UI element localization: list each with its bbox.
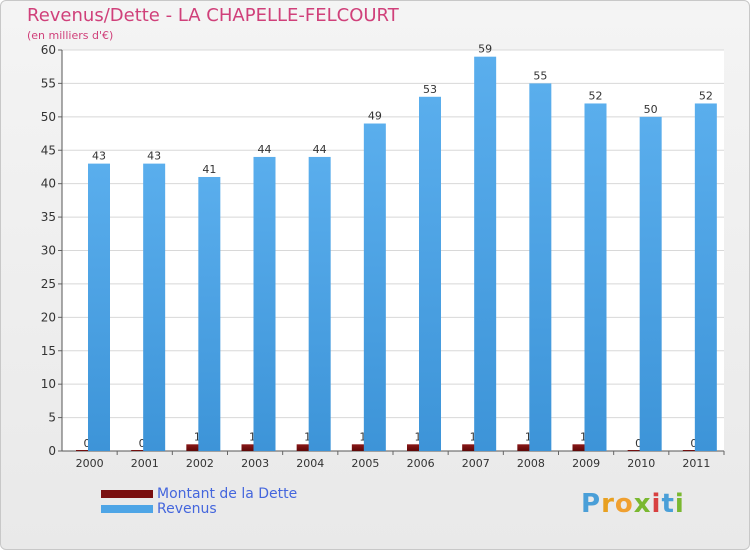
y-tick-label: 50: [41, 110, 56, 124]
y-tick-label: 60: [41, 43, 56, 57]
y-tick-label: 45: [41, 143, 56, 157]
bar-revenue: [584, 103, 607, 451]
bar-revenue: [88, 163, 110, 451]
data-label-revenue: 41: [202, 163, 216, 176]
y-tick-label: 0: [48, 444, 56, 458]
x-tick-label: 2000: [76, 457, 104, 470]
bar-debt: [131, 450, 154, 451]
bar-revenue: [143, 163, 166, 451]
y-tick-label: 25: [41, 277, 56, 291]
y-tick-label: 35: [41, 210, 56, 224]
logo-letter: i: [651, 489, 662, 519]
data-label-revenue: 55: [533, 69, 547, 82]
data-label-debt: 1: [304, 430, 311, 443]
data-label-revenue: 43: [92, 150, 106, 163]
logo-letter: x: [633, 489, 652, 519]
x-tick-label: 2002: [186, 457, 214, 470]
bar-revenue: [529, 83, 552, 452]
data-label-debt: 1: [359, 430, 366, 443]
bar-debt: [186, 444, 209, 451]
data-label-debt: 1: [470, 430, 477, 443]
chart-title: Revenus/Dette - LA CHAPELLE-FELCOURT: [27, 5, 399, 26]
x-tick-label: 2009: [572, 457, 600, 470]
data-label-debt: 1: [249, 430, 256, 443]
chart-subtitle: (en milliers d'€): [27, 29, 114, 42]
bar-revenue: [474, 56, 497, 451]
bar-debt: [296, 444, 319, 451]
logo-letter: o: [614, 489, 634, 519]
data-label-debt: 1: [580, 430, 587, 443]
bar-debt: [682, 450, 705, 451]
x-tick-label: 2010: [627, 457, 655, 470]
data-label-revenue: 44: [258, 143, 272, 156]
data-label-revenue: 43: [147, 150, 161, 163]
data-label-debt: 0: [690, 437, 697, 450]
legend-swatch-debt: [101, 489, 153, 498]
logo-letter: P: [581, 489, 602, 519]
x-tick-label: 2005: [351, 457, 379, 470]
x-tick-label: 2006: [407, 457, 435, 470]
data-label-revenue: 49: [368, 110, 382, 123]
logo-letter: r: [601, 489, 615, 519]
data-label-revenue: 52: [589, 89, 603, 102]
data-label-revenue: 44: [313, 143, 327, 156]
bar-debt: [627, 450, 650, 451]
legend-label-revenue: Revenus: [157, 500, 217, 517]
x-tick-label: 2004: [296, 457, 324, 470]
data-label-revenue: 59: [478, 43, 492, 56]
x-tick-label: 2011: [682, 457, 710, 470]
legend-item-revenue: Revenus: [101, 500, 297, 517]
bar-revenue: [419, 96, 441, 452]
data-label-debt: 0: [84, 437, 91, 450]
logo-letter: i: [674, 489, 685, 519]
legend-item-debt: Montant de la Dette: [101, 485, 298, 502]
data-label-debt: 0: [635, 437, 642, 450]
data-label-debt: 1: [415, 430, 422, 443]
data-label-debt: 1: [194, 430, 201, 443]
bar-debt: [517, 444, 540, 451]
bar-debt: [572, 444, 595, 451]
data-label-revenue: 50: [644, 103, 658, 116]
logo-letter: t: [661, 489, 675, 519]
bar-revenue: [363, 123, 386, 452]
y-tick-label: 40: [41, 177, 56, 191]
bar-revenue: [639, 116, 662, 451]
bar-revenue: [694, 103, 717, 451]
y-tick-label: 20: [41, 310, 56, 324]
data-label-debt: 1: [525, 430, 532, 443]
legend: Montant de la Dette Revenus: [101, 485, 298, 517]
y-tick-label: 10: [41, 377, 56, 391]
y-tick-label: 30: [41, 244, 56, 258]
bar-debt: [351, 444, 374, 451]
data-label-debt: 0: [139, 437, 146, 450]
y-tick-label: 15: [41, 344, 56, 358]
bar-debt: [462, 444, 485, 451]
bar-debt: [76, 450, 98, 451]
bar-debt: [241, 444, 264, 451]
x-tick-label: 2001: [131, 457, 159, 470]
y-tick-label: 55: [41, 76, 56, 90]
bar-revenue: [253, 156, 276, 451]
legend-label-debt: Montant de la Dette: [157, 485, 298, 502]
x-tick-label: 2008: [517, 457, 545, 470]
bar-revenue: [308, 156, 331, 451]
bar-revenue: [198, 176, 221, 451]
y-tick-label: 5: [48, 411, 56, 425]
x-tick-label: 2007: [462, 457, 490, 470]
data-label-revenue: 52: [699, 89, 713, 102]
proxiti-logo: Proxiti: [581, 489, 685, 519]
x-tick-label: 2003: [241, 457, 269, 470]
data-label-revenue: 53: [423, 83, 437, 96]
bar-debt: [407, 444, 429, 451]
legend-swatch-revenue: [101, 504, 153, 513]
